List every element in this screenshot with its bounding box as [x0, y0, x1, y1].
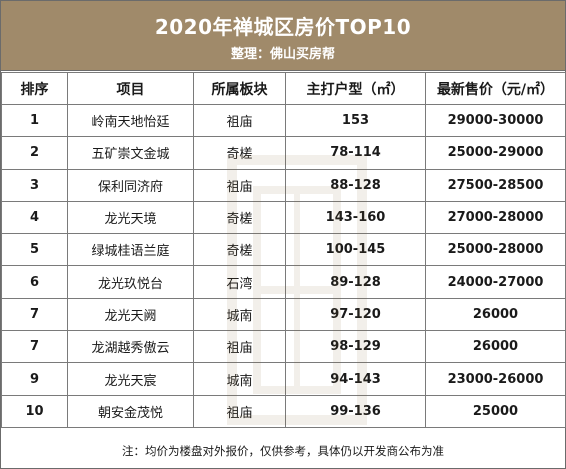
size-cell: 153: [285, 103, 426, 138]
project-cell: 保利同济府: [67, 168, 194, 202]
size-cell: 98-129: [285, 330, 426, 364]
area-cell: 奇槎: [193, 200, 286, 235]
rank-cell: 6: [1, 265, 68, 299]
table-row: 6 龙光玖悦台 石湾 89-128 24000-27000: [1, 265, 566, 299]
rank-cell: 10: [1, 394, 68, 428]
table-row: 9 龙光天宸 城南 94-143 23000-26000: [1, 362, 566, 396]
column-header-price: 最新售价（元/㎡）: [425, 72, 566, 105]
price-cell: 26000: [425, 330, 566, 364]
project-cell: 龙光天阙: [67, 297, 194, 332]
area-cell: 祖庙: [193, 168, 286, 202]
price-ranking-table: 排序 项目 所属板块 主打户型（㎡） 最新售价（元/㎡） 1 岭南天地怡廷 祖庙…: [1, 72, 566, 428]
project-cell: 绿城桂语兰庭: [67, 233, 194, 267]
table-row: 7 龙光天阙 城南 97-120 26000: [1, 297, 566, 332]
rank-cell: 1: [1, 103, 68, 138]
rank-cell: 2: [1, 136, 68, 170]
area-cell: 城南: [193, 297, 286, 332]
project-cell: 五矿崇文金城: [67, 136, 194, 170]
table-row: 2 五矿崇文金城 奇槎 78-114 25000-29000: [1, 136, 566, 170]
area-cell: 奇槎: [193, 136, 286, 170]
area-cell: 祖庙: [193, 330, 286, 364]
project-cell: 龙光天宸: [67, 362, 194, 396]
area-cell: 城南: [193, 362, 286, 396]
rank-cell: 4: [1, 200, 68, 235]
rank-cell: 3: [1, 168, 68, 202]
price-cell: 25000: [425, 394, 566, 428]
table-row: 10 朝安金茂悦 祖庙 99-136 25000: [1, 394, 566, 428]
area-cell: 祖庙: [193, 394, 286, 428]
rank-cell: 9: [1, 362, 68, 396]
price-cell: 29000-30000: [425, 103, 566, 138]
price-cell: 24000-27000: [425, 265, 566, 299]
size-cell: 78-114: [285, 136, 426, 170]
size-cell: 97-120: [285, 297, 426, 332]
price-cell: 25000-29000: [425, 136, 566, 170]
column-header-rank: 排序: [1, 72, 68, 105]
rank-cell: 7: [1, 330, 68, 364]
column-header-area: 所属板块: [193, 72, 286, 105]
size-cell: 99-136: [285, 394, 426, 428]
project-cell: 岭南天地怡廷: [67, 103, 194, 138]
project-cell: 龙湖越秀傲云: [67, 330, 194, 364]
price-cell: 26000: [425, 297, 566, 332]
project-cell: 龙光天境: [67, 200, 194, 235]
project-cell: 朝安金茂悦: [67, 394, 194, 428]
table-header-banner: 2020年禅城区房价TOP10 整理：佛山买房帮: [1, 1, 565, 71]
size-cell: 143-160: [285, 200, 426, 235]
table-header-row: 排序 项目 所属板块 主打户型（㎡） 最新售价（元/㎡）: [1, 72, 566, 105]
table-row: 3 保利同济府 祖庙 88-128 27500-28500: [1, 168, 566, 202]
area-cell: 祖庙: [193, 103, 286, 138]
price-cell: 23000-26000: [425, 362, 566, 396]
footnote: 注：均价为楼盘对外报价，仅供参考，具体仍以开发商公布为准: [122, 444, 444, 458]
size-cell: 88-128: [285, 168, 426, 202]
table-row: 1 岭南天地怡廷 祖庙 153 29000-30000: [1, 103, 566, 138]
rank-cell: 5: [1, 233, 68, 267]
size-cell: 100-145: [285, 233, 426, 267]
size-cell: 94-143: [285, 362, 426, 396]
column-header-project: 项目: [67, 72, 194, 105]
price-cell: 27000-28000: [425, 200, 566, 235]
table-row: 7 龙湖越秀傲云 祖庙 98-129 26000: [1, 330, 566, 364]
price-cell: 27500-28500: [425, 168, 566, 202]
table-row: 4 龙光天境 奇槎 143-160 27000-28000: [1, 200, 566, 235]
price-cell: 25000-28000: [425, 233, 566, 267]
area-cell: 奇槎: [193, 233, 286, 267]
table-row: 5 绿城桂语兰庭 奇槎 100-145 25000-28000: [1, 233, 566, 267]
project-cell: 龙光玖悦台: [67, 265, 194, 299]
page-subtitle: 整理：佛山买房帮: [230, 47, 335, 62]
rank-cell: 7: [1, 297, 68, 332]
area-cell: 石湾: [193, 265, 286, 299]
page-title: 2020年禅城区房价TOP10: [154, 15, 412, 39]
size-cell: 89-128: [285, 265, 426, 299]
column-header-size: 主打户型（㎡）: [285, 72, 426, 105]
